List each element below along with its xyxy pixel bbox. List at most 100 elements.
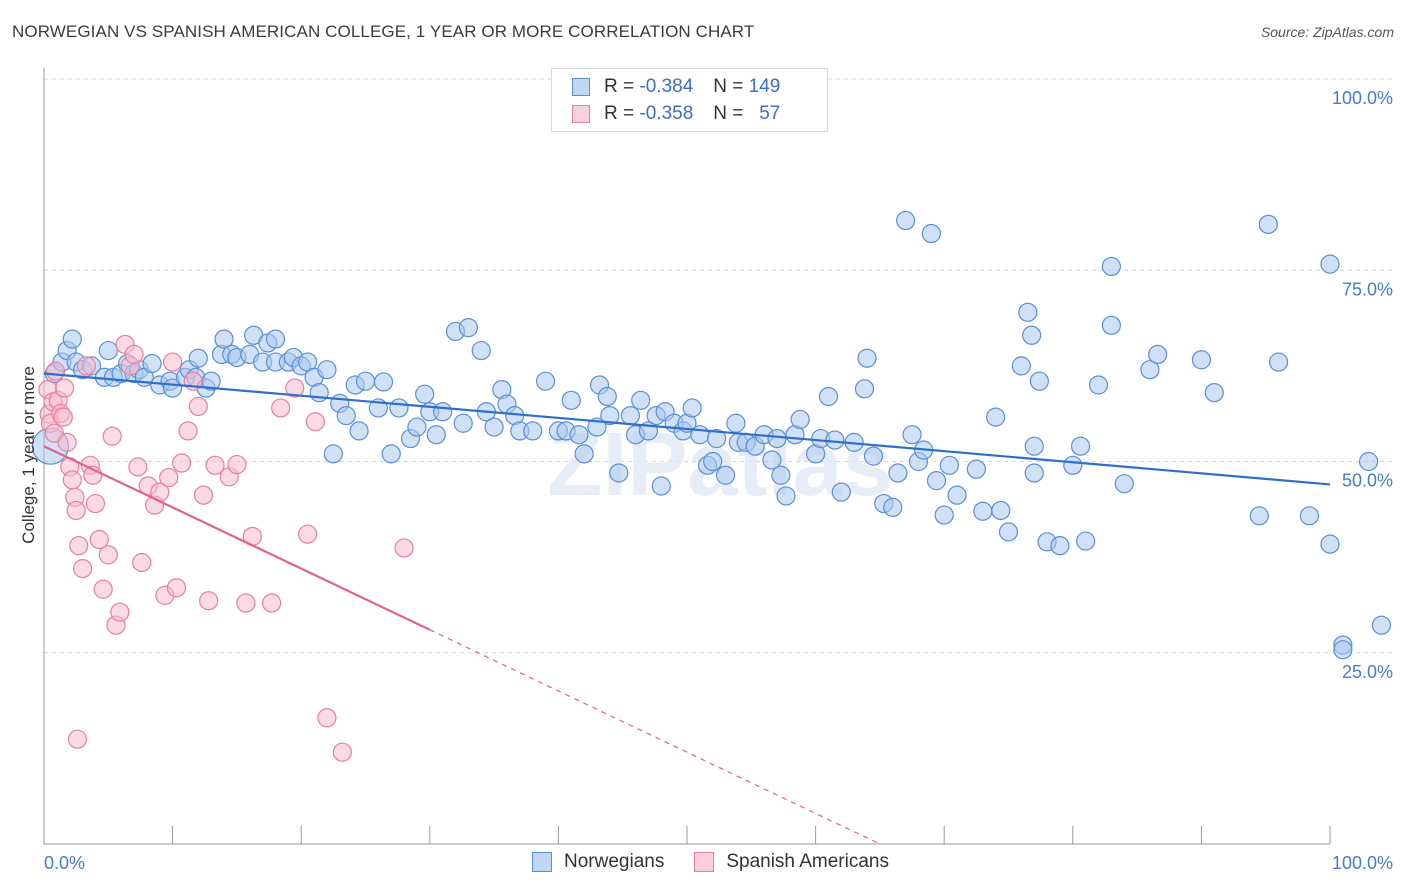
norwegians-point <box>1268 352 1289 372</box>
norwegians-point <box>381 444 401 464</box>
norwegians-point <box>1101 256 1121 277</box>
spanish-americans-point <box>332 742 352 762</box>
spanish-americans-point <box>69 536 89 556</box>
spanish-americans-point <box>394 538 414 558</box>
norwegians-point <box>926 471 947 491</box>
r-value-spanish-americans: -0.358 <box>639 103 694 124</box>
norwegians-point <box>1063 455 1083 475</box>
norwegians-point <box>831 482 851 502</box>
norwegians-point <box>896 210 916 231</box>
series-legend: Norwegians Spanish Americans <box>532 851 919 873</box>
spanish-americans-point <box>227 454 247 475</box>
norwegians-point <box>857 348 877 368</box>
spanish-americans-point <box>163 352 183 372</box>
norwegians-point <box>407 417 427 437</box>
spanish-americans-point <box>305 412 325 432</box>
norwegians-point <box>991 500 1011 521</box>
norwegians-point <box>1018 302 1038 322</box>
y-tick-label: 50.0% <box>1342 471 1393 491</box>
norwegians-point <box>62 329 82 349</box>
spanish-americans-point <box>199 591 219 611</box>
legend-label-spanish-americans: Spanish Americans <box>726 851 889 872</box>
norwegians-point <box>1358 451 1379 472</box>
norwegians-point <box>1022 325 1042 345</box>
spanish-americans-points <box>38 334 414 762</box>
spanish-americans-point <box>178 421 198 441</box>
spanish-americans-point <box>45 361 66 381</box>
norwegians-points <box>31 210 1392 660</box>
n-value-norwegians: 149 <box>748 76 781 97</box>
norwegians-point <box>825 430 845 450</box>
norwegians-point <box>1320 254 1340 274</box>
norwegians-point <box>1076 531 1096 551</box>
norwegians-point <box>631 390 651 410</box>
legend-item-norwegians[interactable]: Norwegians <box>532 851 664 873</box>
norwegians-point <box>706 428 727 449</box>
norwegians-point <box>373 372 394 392</box>
norwegians-point <box>986 407 1006 427</box>
norwegians-swatch <box>532 852 552 872</box>
spanish-americans-point <box>76 356 97 376</box>
norwegians-point <box>1371 615 1392 635</box>
norwegians-point <box>1140 360 1160 380</box>
spanish-americans-point <box>57 432 77 452</box>
norwegians-point <box>1320 534 1340 554</box>
norwegians-point <box>703 451 723 472</box>
spanish-americans-point <box>205 455 225 475</box>
norwegians-point <box>600 406 620 426</box>
norwegians-point <box>1299 506 1320 526</box>
norwegians-point <box>1011 356 1031 376</box>
norwegians-point <box>715 465 736 485</box>
norwegians-point <box>1258 214 1278 234</box>
n-value-spanish-americans: 57 <box>759 103 781 124</box>
norwegians-point <box>651 476 671 496</box>
x-tick-label-min: 0.0% <box>44 853 85 873</box>
norwegians-point <box>762 450 782 470</box>
norwegians-point <box>883 497 903 517</box>
norwegians-point <box>726 413 746 433</box>
norwegians-point <box>98 340 118 361</box>
norwegians-point <box>863 446 884 466</box>
spanish-americans-point <box>89 529 109 550</box>
norwegians-point <box>426 425 446 445</box>
norwegians-trend-line <box>43 372 1331 486</box>
spanish-americans-point <box>102 426 122 446</box>
norwegians-point <box>1333 640 1353 660</box>
norwegians-point <box>966 459 986 479</box>
norwegians-point <box>888 463 908 483</box>
x-tick-label-max: 100.0% <box>1332 853 1393 873</box>
norwegians-point <box>214 329 234 349</box>
norwegians-point <box>317 360 337 380</box>
spanish-americans-point <box>285 378 305 398</box>
spanish-americans-point <box>67 729 88 749</box>
spanish-americans-trend-extension <box>429 629 881 845</box>
spanish-americans-point <box>317 708 337 728</box>
norwegians-point <box>523 421 543 441</box>
y-tick-label: 75.0% <box>1342 279 1393 299</box>
spanish-americans-point <box>53 407 73 427</box>
norwegians-point <box>561 390 581 410</box>
spanish-americans-point <box>128 457 148 477</box>
spanish-americans-swatch <box>694 852 715 872</box>
y-tick-label: 25.0% <box>1342 662 1393 682</box>
norwegians-point <box>349 421 369 441</box>
norwegians-point <box>309 383 329 403</box>
norwegians-point <box>1029 371 1049 391</box>
norwegians-point <box>1024 436 1044 456</box>
spanish-americans-trend-line <box>43 445 431 631</box>
r-value-norwegians: -0.384 <box>639 76 694 97</box>
spanish-americans-point <box>271 398 291 418</box>
spanish-americans-point <box>236 593 256 613</box>
y-axis-label: College, 1 year or more <box>19 366 38 544</box>
legend-item-spanish-americans[interactable]: Spanish Americans <box>694 851 889 873</box>
correlation-legend: R = -0.384 N = 149 R = -0.358 N = 57 <box>551 68 828 132</box>
norwegians-point <box>947 485 967 505</box>
source-label: Source: ZipAtlas.com <box>1260 24 1394 40</box>
n-label: N = <box>713 76 744 97</box>
n-label: N = <box>713 103 744 124</box>
tick-labels: 25.0% 50.0% 75.0% 100.0% 0.0% 100.0% <box>44 88 1393 873</box>
legend-row-spanish-americans: R = -0.358 N = 57 <box>572 102 780 126</box>
norwegians-point <box>609 463 629 483</box>
norwegians-point <box>921 223 941 244</box>
